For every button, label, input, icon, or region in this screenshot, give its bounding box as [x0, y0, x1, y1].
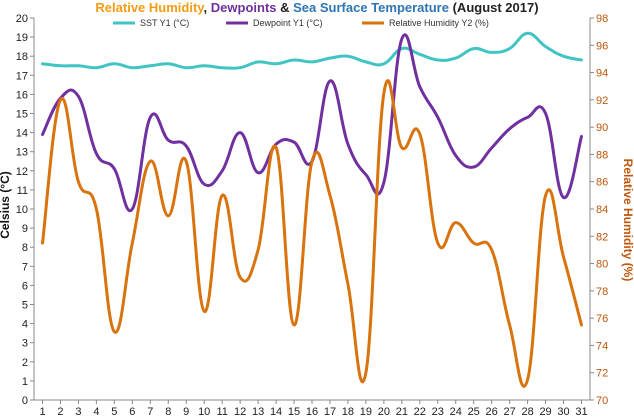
x-tick-label: 17	[324, 406, 336, 418]
x-tick-label: 16	[306, 406, 318, 418]
x-tick-label: 21	[396, 406, 408, 418]
legend-label-humidity: Relative Humidity Y2 (%)	[389, 18, 489, 28]
y2-tick-label: 72	[596, 368, 608, 380]
y-tick-label: 18	[16, 51, 28, 63]
x-tick-label: 8	[165, 406, 171, 418]
legend: SST Y1 (°C) Dewpoint Y1 (°C) Relative Hu…	[113, 18, 489, 28]
x-tick-label: 19	[360, 406, 372, 418]
x-tick-label: 18	[342, 406, 354, 418]
x-tick-label: 5	[111, 406, 117, 418]
x-tick-label: 28	[521, 406, 533, 418]
x-tick-label: 1	[39, 406, 45, 418]
x-tick-label: 3	[75, 406, 81, 418]
y-tick-label: 7	[22, 261, 28, 273]
legend-item-humidity: Relative Humidity Y2 (%)	[362, 18, 489, 28]
y-tick-label: 6	[22, 280, 28, 292]
series-line-humidity	[41, 79, 583, 388]
x-tick-label: 22	[414, 406, 426, 418]
y-tick-label: 16	[16, 89, 28, 101]
y-tick-label: 4	[22, 319, 28, 331]
x-tick-label: 4	[93, 406, 99, 418]
legend-item-sst: SST Y1 (°C)	[113, 18, 189, 28]
title-part: (August 2017)	[449, 0, 539, 15]
y2-tick-label: 86	[596, 177, 608, 189]
title-part: ,	[204, 0, 211, 15]
y2-tick-label: 98	[596, 13, 608, 25]
y-tick-label: 8	[22, 242, 28, 254]
x-tick-label: 26	[486, 406, 498, 418]
y-tick-label: 10	[16, 204, 28, 216]
legend-label-sst: SST Y1 (°C)	[140, 18, 189, 28]
y-tick-label: 11	[17, 185, 28, 197]
y-tick-label: 3	[22, 338, 28, 350]
title-part: &	[277, 0, 294, 15]
y-tick-label: 15	[16, 109, 28, 121]
x-tick-label: 27	[504, 406, 516, 418]
y-tick-label: 9	[22, 223, 28, 235]
chart-title: Relative Humidity, Dewpoints & Sea Surfa…	[95, 0, 538, 15]
title-part: Dewpoints	[211, 0, 277, 15]
y2-axis-title: Relative Humidity (%)	[621, 159, 634, 282]
y-tick-label: 13	[16, 147, 28, 159]
x-tick-label: 11	[216, 406, 227, 418]
x-tick-label: 25	[468, 406, 480, 418]
legend-item-dewpoint: Dewpoint Y1 (°C)	[226, 18, 322, 28]
x-tick-label: 9	[183, 406, 189, 418]
x-tick-label: 31	[575, 406, 587, 418]
legend-label-dewpoint: Dewpoint Y1 (°C)	[253, 18, 322, 28]
x-tick-label: 12	[234, 406, 246, 418]
y-tick-label: 5	[22, 300, 28, 312]
y2-tick-label: 84	[596, 204, 608, 216]
x-tick-label: 23	[432, 406, 444, 418]
x-tick-label: 24	[450, 406, 462, 418]
x-tick-label: 13	[252, 406, 264, 418]
x-tick-label: 14	[270, 406, 282, 418]
series-line-dewpoint	[41, 33, 583, 213]
y2-tick-label: 80	[596, 259, 608, 271]
x-tick-label: 30	[557, 406, 569, 418]
y-tick-label: 17	[16, 70, 28, 82]
x-tick-label: 2	[57, 406, 63, 418]
y2-tick-label: 78	[596, 286, 608, 298]
x-tick-label: 6	[129, 406, 135, 418]
y2-tick-label: 70	[596, 395, 608, 407]
y-tick-label: 0	[22, 395, 28, 407]
y2-tick-label: 90	[596, 122, 608, 134]
x-tick-label: 15	[288, 406, 300, 418]
y-tick-label: 20	[16, 13, 28, 25]
axes: 0123456789101112131415161718192070727476…	[16, 13, 609, 418]
y-axis-title: Celsius (°C)	[0, 171, 12, 238]
y-tick-label: 2	[22, 357, 28, 369]
y-tick-label: 1	[22, 376, 28, 388]
y-tick-label: 19	[16, 32, 28, 44]
y2-tick-label: 82	[596, 231, 608, 243]
y-tick-label: 12	[16, 166, 28, 178]
series-layer	[41, 31, 583, 388]
x-tick-label: 29	[539, 406, 551, 418]
title-part: Sea Surface Temperature	[293, 0, 449, 15]
x-tick-label: 20	[378, 406, 390, 418]
y2-tick-label: 94	[596, 68, 608, 80]
y2-tick-label: 76	[596, 313, 608, 325]
title-part: Relative Humidity	[95, 0, 205, 15]
y2-tick-label: 88	[596, 149, 608, 161]
y2-tick-label: 96	[596, 40, 608, 52]
y2-tick-label: 74	[596, 340, 608, 352]
x-tick-label: 10	[198, 406, 210, 418]
series-line-sst	[41, 31, 583, 70]
x-tick-label: 7	[147, 406, 153, 418]
y2-tick-label: 92	[596, 95, 608, 107]
y-tick-label: 14	[16, 128, 28, 140]
